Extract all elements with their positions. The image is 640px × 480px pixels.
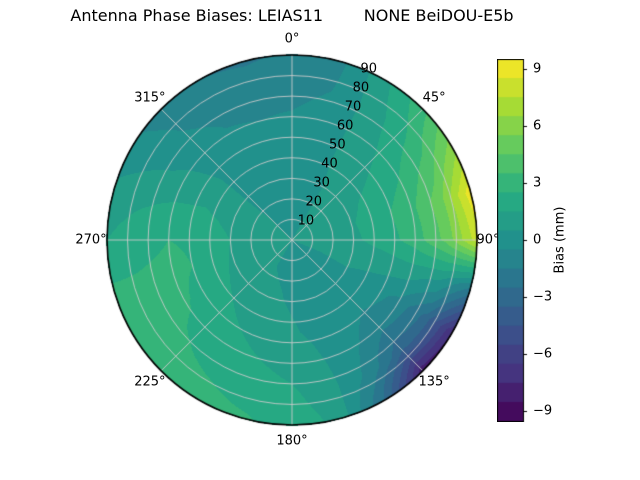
radial-tick-label: 50 <box>329 137 346 153</box>
colorbar-tick-label: −3 <box>533 289 553 305</box>
radial-tick-label: 10 <box>297 213 315 229</box>
angular-tick-label: 315° <box>134 90 166 106</box>
colorbar-tick-label: 3 <box>533 175 542 191</box>
colorbar-tick-label: 0 <box>533 232 542 248</box>
colorbar-axis-label: Bias (mm) <box>552 206 568 274</box>
radial-tick-label: 20 <box>305 194 322 210</box>
radial-tick-label: 40 <box>321 156 338 172</box>
colorbar-tick-label: 6 <box>533 118 542 134</box>
angular-tick-label: 135° <box>418 374 450 390</box>
angular-tick-label: 90° <box>476 232 500 248</box>
angular-tick-label: 45° <box>422 90 446 106</box>
angular-tick-label: 225° <box>134 374 166 390</box>
angular-tick-label: 0° <box>284 31 300 47</box>
radial-tick-label: 80 <box>352 80 370 96</box>
radial-tick-label: 60 <box>336 118 354 134</box>
radial-tick-label: 90 <box>360 61 378 77</box>
angular-tick-label: 180° <box>276 433 308 449</box>
colorbar-tick-label: −9 <box>533 403 553 419</box>
colorbar-tick-label: 9 <box>533 61 542 77</box>
chart-title: Antenna Phase Biases: LEIAS11 NONE BeiDO… <box>70 6 514 25</box>
radial-tick-label: 70 <box>344 99 362 115</box>
radial-tick-label: 30 <box>313 175 330 191</box>
colorbar <box>497 59 529 422</box>
colorbar-tick-label: −6 <box>533 346 553 362</box>
polar-contour-plot <box>105 53 479 427</box>
angular-tick-label: 270° <box>75 232 107 248</box>
